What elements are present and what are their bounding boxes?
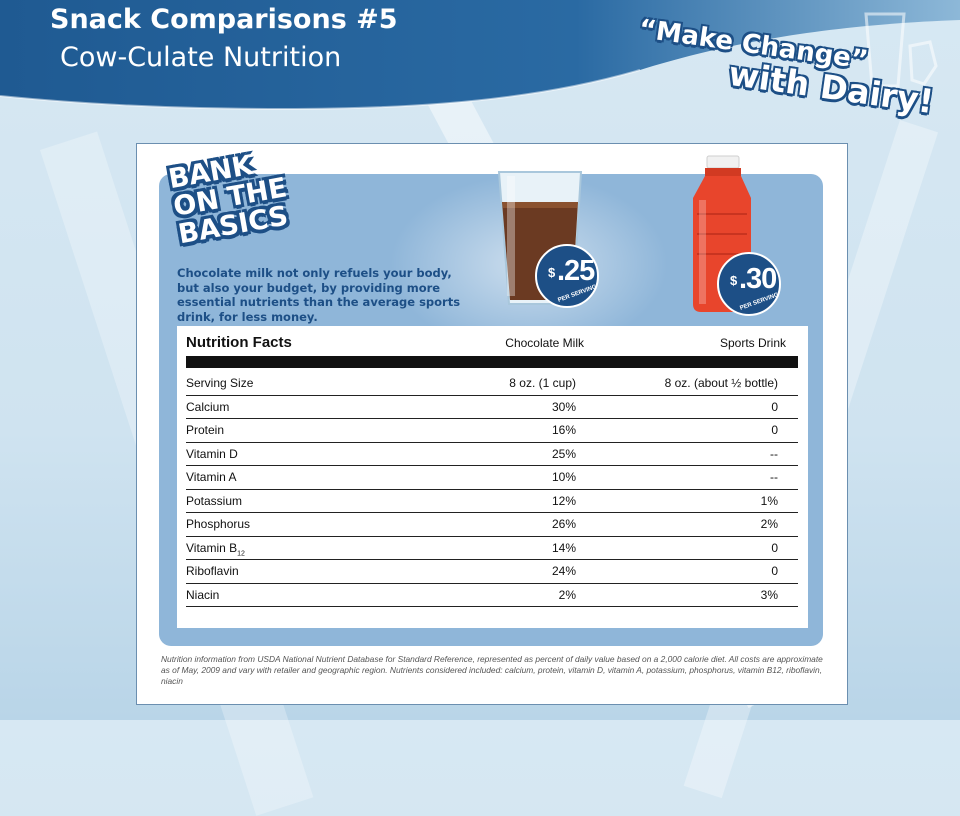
footnote: Nutrition information from USDA National…	[161, 654, 823, 686]
nutrient-name: Serving Size	[186, 376, 254, 390]
nutrient-name: Calcium	[186, 399, 230, 414]
tagline: Chocolate milk not only refuels your bod…	[177, 266, 461, 324]
table-row: Vitamin B12 14% 0	[186, 537, 798, 560]
chocolate-milk-value: 25%	[551, 446, 576, 461]
nutrition-rows: Serving Size 8 oz. (1 cup) 8 oz. (about …	[186, 372, 798, 607]
nutrition-header: Nutrition Facts Chocolate Milk Sports Dr…	[186, 332, 798, 356]
sports-drink-value: 1%	[760, 493, 778, 508]
table-row: Vitamin A 10% --	[186, 466, 798, 490]
nutrition-title: Nutrition Facts	[186, 334, 292, 351]
chocolate-milk-value: 24%	[551, 564, 576, 578]
table-row: Phosphorus 26% 2%	[186, 513, 798, 537]
sports-drink-value: 8 oz. (about ½ bottle)	[664, 376, 778, 390]
sports-drink-value: --	[770, 446, 778, 461]
nutrient-name: Niacin	[186, 587, 220, 602]
header-banner	[0, 0, 960, 110]
sports-drink-value: 0	[771, 564, 778, 578]
nutrient-name: Vitamin D	[186, 446, 238, 461]
chocolate-milk-price-badge: $ .25 PER SERVING	[535, 244, 599, 308]
chocolate-milk-value: 8 oz. (1 cup)	[509, 376, 576, 390]
nutrition-divider-bar	[186, 356, 798, 368]
bank-on-the-basics-badge: BANK ON THE BASICS	[166, 150, 317, 260]
nutrient-name: Vitamin A	[186, 470, 237, 484]
table-row: Vitamin D 25% --	[186, 443, 798, 466]
nutrient-name: Potassium	[186, 493, 243, 508]
table-row: Riboflavin 24% 0	[186, 560, 798, 584]
make-change-logo: “Make Change” with Dairy!	[628, 8, 948, 133]
nutrition-facts-table: Nutrition Facts Chocolate Milk Sports Dr…	[177, 326, 808, 628]
nutrient-name: Vitamin B12	[186, 541, 245, 557]
sports-drink-value: 0	[771, 540, 778, 555]
nutrient-name: Riboflavin	[186, 564, 239, 578]
milk-glass-logo-icon	[864, 12, 938, 88]
chocolate-milk-value: 2%	[558, 587, 576, 602]
sports-drink-price: .30	[739, 263, 777, 295]
chocolate-milk-value: 14%	[551, 540, 576, 555]
nutrient-subscript: 12	[237, 549, 245, 557]
chocolate-milk-value: 12%	[551, 493, 576, 508]
sports-drink-value: 3%	[760, 587, 778, 602]
table-row: Niacin 2% 3%	[186, 584, 798, 607]
price-dollar-sign: $	[548, 265, 556, 280]
sports-drink-value: 0	[771, 399, 778, 414]
column-header-chocolate-milk: Chocolate Milk	[505, 336, 584, 350]
chocolate-milk-value: 16%	[551, 423, 576, 437]
flyer: BANK ON THE BASICS Chocolate milk not on…	[136, 143, 848, 705]
table-row: Protein 16% 0	[186, 419, 798, 443]
slide-title: Snack Comparisons #5	[50, 4, 398, 35]
column-header-sports-drink: Sports Drink	[719, 336, 786, 350]
sports-drink-value: 2%	[760, 517, 778, 531]
chocolate-milk-price: .25	[557, 255, 595, 287]
price-dollar-sign: $	[730, 273, 738, 288]
sports-drink-price-badge: $ .30 PER SERVING	[717, 252, 781, 316]
sports-drink-value: 0	[771, 423, 778, 437]
slide-subtitle: Cow-Culate Nutrition	[60, 42, 342, 73]
nutrient-name: Phosphorus	[186, 517, 251, 531]
table-row: Calcium 30% 0	[186, 396, 798, 419]
sports-drink-value: --	[770, 470, 778, 484]
chocolate-milk-value: 10%	[551, 470, 576, 484]
table-row: Potassium 12% 1%	[186, 490, 798, 513]
nutrient-name-text: Vitamin B	[186, 540, 238, 555]
nutrient-name: Protein	[186, 423, 225, 437]
chocolate-milk-value: 30%	[551, 399, 576, 414]
table-row: Serving Size 8 oz. (1 cup) 8 oz. (about …	[186, 372, 798, 396]
chocolate-milk-value: 26%	[551, 517, 576, 531]
